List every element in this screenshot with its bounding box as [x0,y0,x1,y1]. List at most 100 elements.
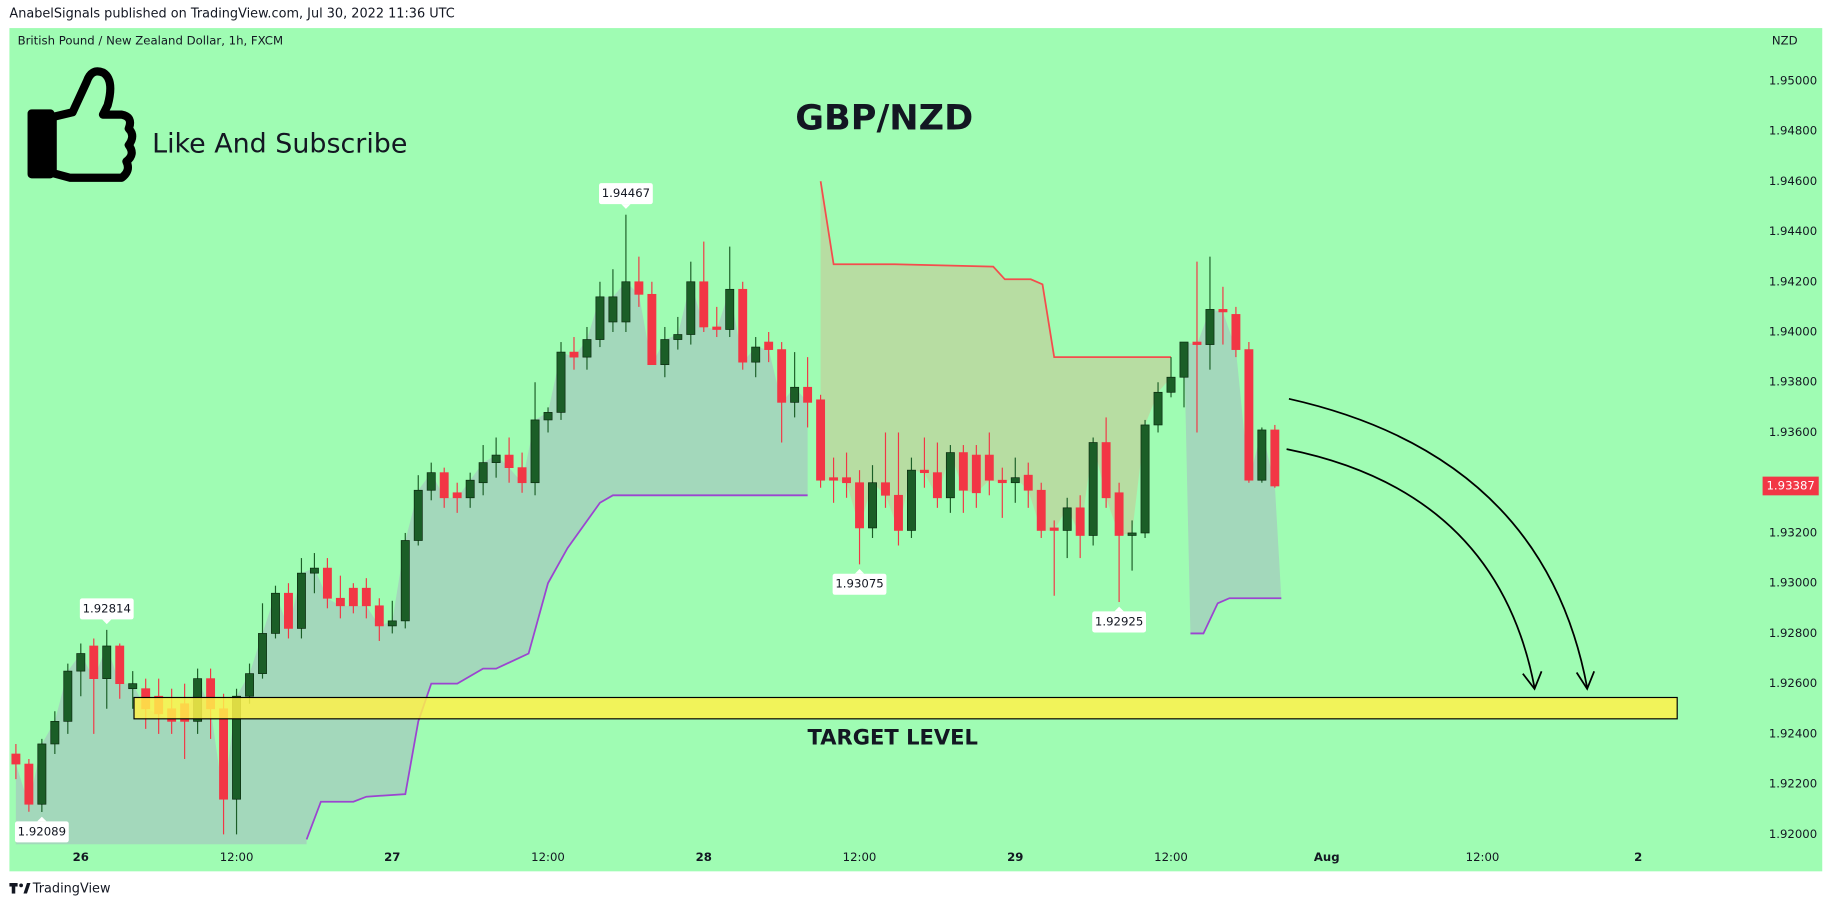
y-tick-label: 1.94600 [1769,174,1817,188]
publisher: AnabelSignals published on TradingView.c… [9,7,454,22]
candle-body [543,412,553,421]
candle-body [647,293,657,366]
x-tick-label: 2 [1634,850,1642,864]
candle-body [232,695,241,800]
candle-body [1153,391,1163,426]
lower-line [305,494,1282,840]
annotation-box [14,821,69,843]
candle-body [374,605,384,627]
candle-body [504,454,514,468]
price-annotation: 1.92814 [79,598,134,625]
candle-body [725,288,735,330]
x-tick-label: 12:00 [531,850,565,864]
candle-body [660,339,670,366]
candle-body [24,763,34,805]
candle-body [37,743,47,805]
candle-body [115,645,125,685]
candle-body [1140,424,1150,534]
candle-body [1088,442,1098,536]
candle-body [829,477,839,481]
last-price-label: 1.93387 [1766,478,1814,492]
x-tick-label: 12:00 [843,850,877,864]
candle-body [686,281,696,335]
upper-line [819,181,1172,358]
candle-body [258,633,267,674]
candle-body [997,479,1007,484]
candle-body [361,587,371,607]
candle-body [777,349,787,403]
candle-body [219,708,229,800]
x-tick-label: 27 [384,850,400,864]
annotation-pointer [621,204,631,209]
candle-body [855,482,864,529]
candle-body [894,494,903,531]
candle-body [621,281,631,323]
y-tick-label: 1.92600 [1769,676,1817,690]
candle-body [387,620,397,627]
candle-body [1049,527,1059,531]
candle-body [284,592,293,629]
y-tick-label: 1.92800 [1769,626,1817,640]
y-tick-label: 1.92200 [1769,777,1817,791]
band-fill [1184,309,1282,634]
annotation-box [79,598,134,620]
band-fill [820,181,1172,536]
annotation-label: 1.92925 [1095,614,1143,628]
y-tick-label: 1.93000 [1769,576,1817,590]
annotation-box [599,183,653,205]
price-annotation: 1.93075 [832,569,887,595]
candle-body [1114,492,1124,536]
candle-body [128,683,138,690]
candle-body [868,482,877,529]
candle-body [842,477,851,484]
candle-body [102,645,112,679]
currency: NZD [1772,33,1798,47]
candle-body [790,386,800,403]
y-tick-label: 1.93600 [1769,425,1817,439]
x-tick-label: 26 [73,850,89,864]
candle-body [569,351,579,358]
candle-body [89,645,99,679]
candle-body [932,472,942,499]
y-tick-label: 1.93800 [1769,375,1817,389]
candle-body [1270,429,1280,487]
price-annotation: 1.92925 [1092,606,1147,633]
candle-body [348,587,358,607]
y-tick-label: 1.92400 [1769,726,1817,740]
candle-body [1205,309,1215,345]
y-tick-label: 1.92000 [1769,827,1817,841]
x-tick-label: 29 [1007,850,1023,864]
candle-body [919,469,929,474]
candle-body [1010,477,1020,484]
candle-body [309,567,319,574]
candle-body [11,753,21,765]
candle-body [335,597,345,607]
candle-body [465,479,475,499]
x-tick-label: 12:00 [1466,850,1500,864]
annotation-pointer [102,619,112,625]
candle-body [673,334,683,340]
y-tick-label: 1.95000 [1769,73,1817,87]
annotation-box [832,573,887,595]
band-fill [15,281,808,845]
candle-body [1166,376,1176,393]
candle-body [400,540,410,622]
y-tick-label: 1.94800 [1769,124,1817,138]
candle-body [945,452,955,499]
candle-body [1075,507,1085,536]
candle-body [751,346,761,363]
annotation-label: 1.92089 [18,824,66,838]
candle-body [63,670,73,722]
candle-body [271,592,280,634]
callout: Like And Subscribe [152,129,407,160]
candle-body [1023,474,1033,491]
candle-body [881,482,890,496]
candle-body [1101,442,1111,499]
thumbs-up-icon [27,67,137,182]
candle-body [413,489,423,541]
x-tick-label: 12:00 [1154,850,1188,864]
annotation-box [1092,611,1147,633]
annotation-label: 1.92814 [83,601,131,615]
candle-body [530,419,540,484]
candle-body [984,454,994,481]
